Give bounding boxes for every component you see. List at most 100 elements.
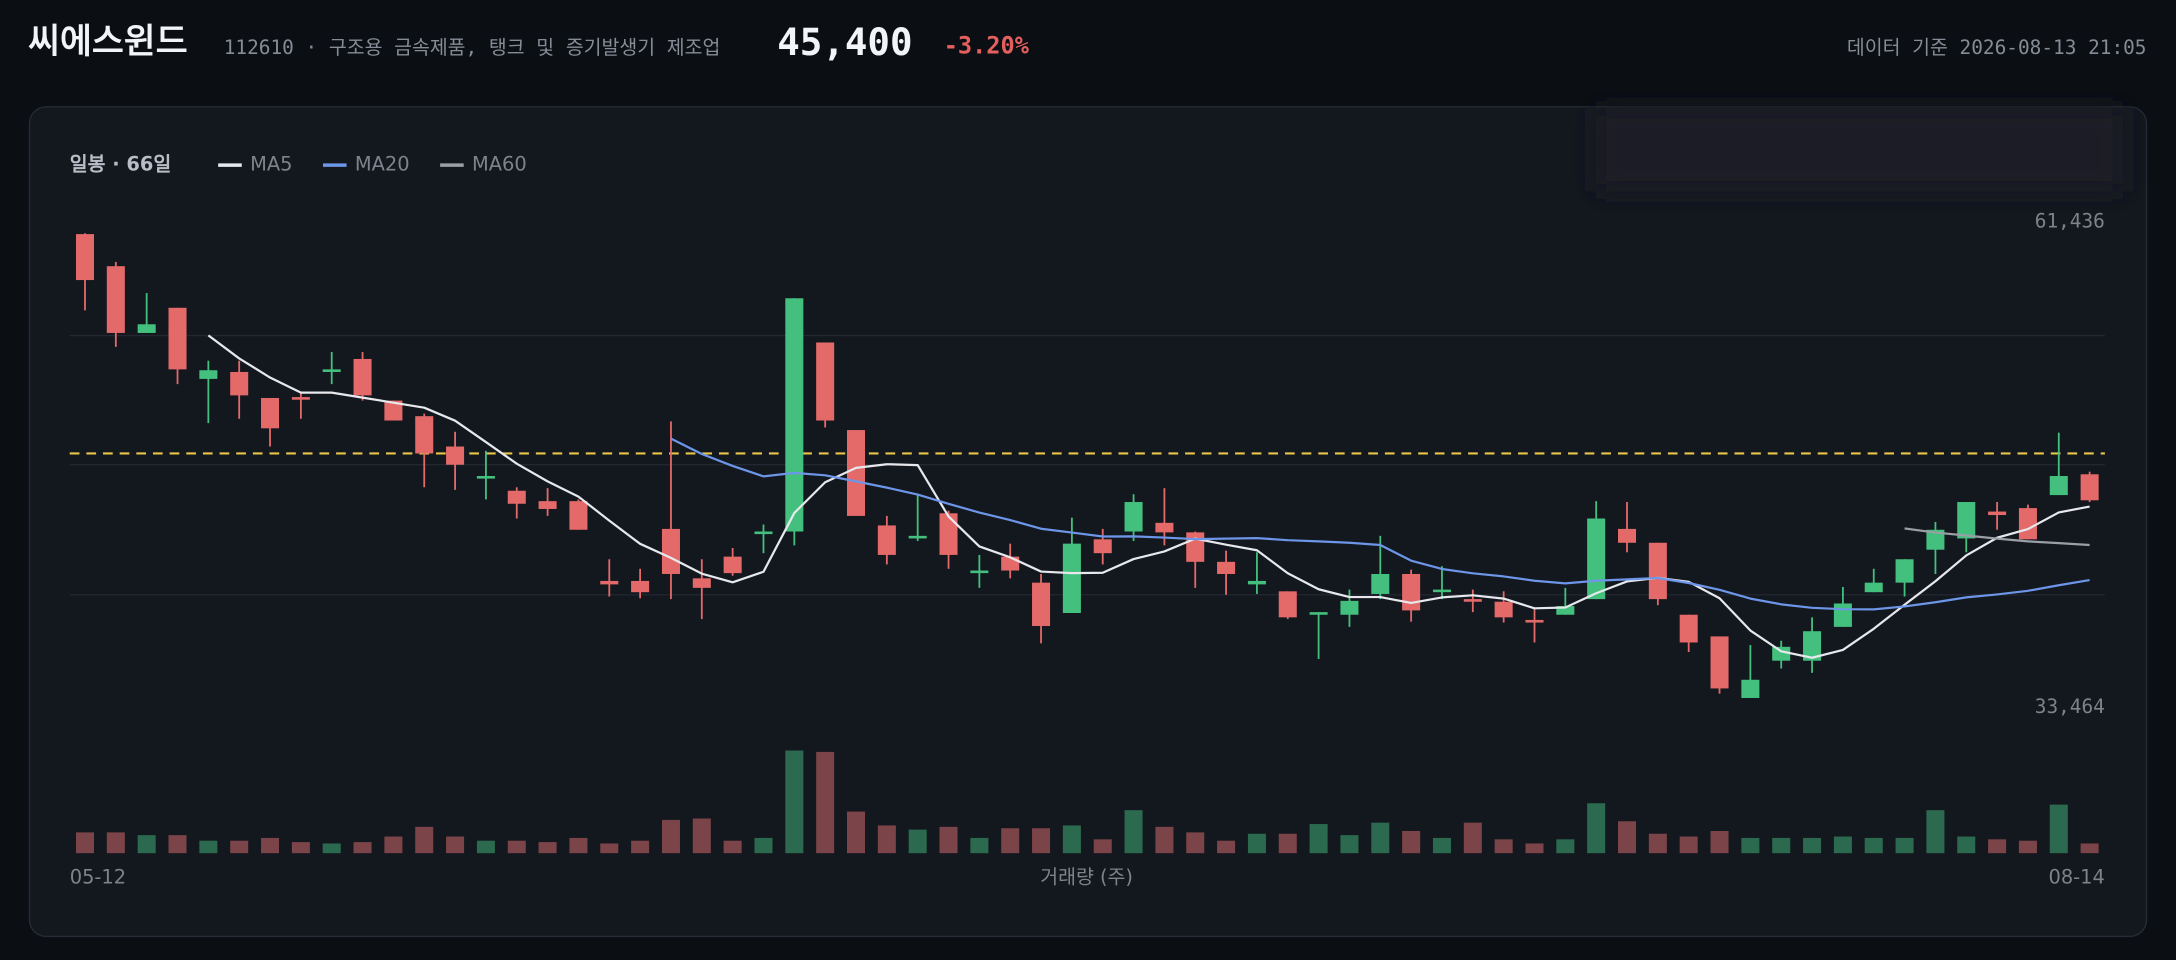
volume-bar [291,842,310,854]
candle-body [1525,619,1544,623]
volume-bar [2080,843,2099,854]
candle-body [846,430,866,516]
volume-bar [168,835,187,854]
candle-body [1432,589,1451,593]
volume-bar [1988,839,2007,854]
volume-bar [723,840,742,854]
candle-body [1186,532,1205,562]
candle-body [1803,631,1822,661]
volume-bar [507,840,526,854]
candle-body [1124,502,1143,532]
y-tick-label: 61,436 [2035,210,2105,233]
volume-bar [908,829,927,854]
volume-bar [1710,830,1729,854]
candle-body [75,234,95,281]
candle-body [785,298,804,532]
candle-body [168,307,187,370]
volume-bar [353,842,372,854]
volume-bar [1803,837,1822,854]
volume-bar [1371,822,1390,854]
volume-bar [1772,837,1791,854]
volume-bar [1833,836,1852,854]
volume-bar [1340,835,1359,854]
volume-bar [1124,810,1143,854]
volume-bar [1247,833,1266,854]
legend-label: MA20 [355,153,410,176]
candle-body [1032,582,1051,627]
candle-body [1247,580,1266,585]
candle-body [1648,542,1667,600]
volume-bar [1432,837,1451,854]
candle-body [1710,636,1729,689]
candle-body [1463,599,1482,602]
candle-body [970,570,989,574]
candle-body [1062,543,1081,614]
candle-body [1957,502,1976,539]
volume-bar [1309,824,1328,854]
volume-bar [1957,836,1976,854]
candle-body [1833,603,1852,627]
volume-bar [261,837,280,854]
candle-body [1217,561,1236,574]
candle-body [754,531,773,535]
volume-bar [415,826,434,854]
x-tick-label: 05-12 [70,866,126,889]
volume-bar [1155,826,1174,854]
volume-bar [1278,833,1297,854]
blurred-overlay [1595,108,2123,192]
candle-body [1895,559,1914,583]
candle-body [1556,606,1575,615]
volume-label: 거래량 (주) [1040,866,1133,889]
ma-line [670,437,2090,611]
volume-bar [1926,810,1945,854]
volume-bar [661,819,680,854]
legend-label: MA60 [472,153,527,176]
volume-bar [1093,839,1112,854]
volume-bar [2018,840,2037,854]
stock-name: 씨에스윈드 [28,22,188,62]
ma-line [207,334,2090,659]
candle-body [322,369,341,372]
candle-body [1679,614,1698,643]
candle-body [631,580,650,593]
volume-bar [1402,830,1421,854]
candle-body [137,324,156,333]
ma-line [1904,527,2090,547]
volume-bar [1186,832,1205,854]
volume-bar [1001,828,1020,854]
volume-bar [476,840,495,854]
volume-bar [1494,839,1513,854]
candle-body [1340,600,1359,615]
candle-body [199,370,218,379]
volume-bar [538,842,557,854]
candle-body [476,476,495,479]
volume-bar [230,840,249,854]
volume-bar [322,843,341,854]
candle-body [1278,591,1297,618]
price-change: -3.20% [944,32,1030,60]
candle-body [723,556,742,574]
volume-bar [939,826,958,854]
volume-bar [1217,840,1236,854]
candle-body [1001,556,1020,571]
candle-body [507,490,526,504]
chart-label: 일봉 · 66일 [70,153,171,176]
candle-body [2049,476,2068,496]
candle-body [106,266,125,333]
candle-body [2080,474,2099,501]
candle-body [1864,582,1883,593]
volume-bar [1463,822,1482,854]
volume-bar [137,835,156,854]
candle-body [538,501,557,509]
candle-body [1772,646,1791,661]
candle-body [1926,529,1945,550]
volume-bar [199,840,218,854]
legend-label: MA5 [250,153,292,176]
candle-body [1402,573,1421,611]
volume-bar [75,832,95,854]
volume-bar [846,811,866,854]
stock-info: 112610 · 구조용 금속제품, 탱크 및 증기발생기 제조업 [224,36,721,59]
volume-bar [1864,837,1883,854]
volume-bar [1556,839,1575,854]
